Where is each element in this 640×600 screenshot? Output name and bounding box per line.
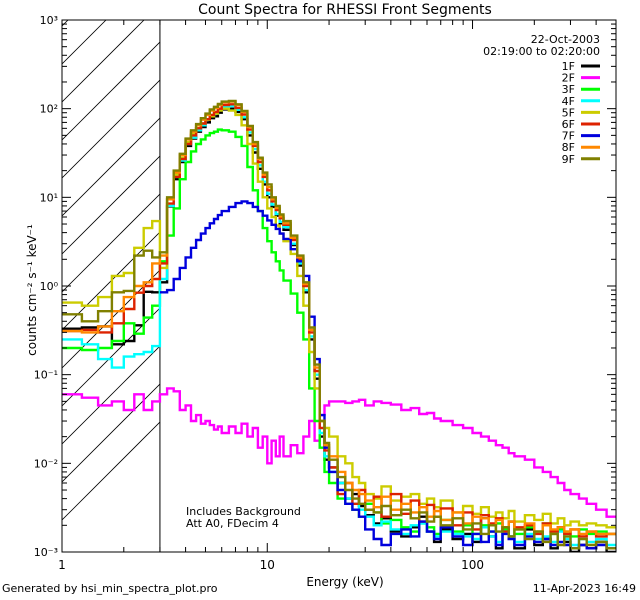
x-tick-label: 1 bbox=[58, 558, 66, 572]
hatch-line bbox=[62, 117, 161, 217]
legend-label-5F: 5F bbox=[562, 106, 575, 119]
series-1F-line bbox=[62, 107, 616, 552]
y-tick-label: 10¹ bbox=[40, 191, 58, 204]
hatch-line bbox=[62, 193, 161, 293]
y-tick-label: 10⁻¹ bbox=[34, 369, 58, 382]
hatch-line bbox=[62, 421, 161, 521]
x-tick-label: 10 bbox=[260, 558, 275, 572]
y-tick-label: 10⁻² bbox=[34, 457, 58, 470]
hatch-line bbox=[62, 20, 145, 103]
series-2F-line bbox=[62, 387, 616, 518]
y-tick-label: 10⁻³ bbox=[34, 546, 58, 559]
legend-label-7F: 7F bbox=[562, 130, 575, 143]
legend-label-4F: 4F bbox=[562, 95, 575, 108]
x-axis-label: Energy (keV) bbox=[306, 575, 383, 589]
y-axis-label: counts cm⁻² s⁻¹ keV⁻¹ bbox=[25, 224, 39, 356]
hatch-line bbox=[62, 345, 161, 445]
annotation-background: Includes Background bbox=[186, 505, 301, 518]
hatch-line bbox=[62, 20, 69, 27]
hatch-line bbox=[62, 20, 107, 65]
y-tick-label: 10² bbox=[40, 103, 58, 116]
x-tick-label: 100 bbox=[461, 558, 484, 572]
y-tick-label: 10³ bbox=[40, 14, 58, 27]
hatch-line bbox=[62, 41, 161, 141]
series-layer bbox=[62, 99, 616, 552]
generated-by-text: Generated by hsi_min_spectra_plot.pro bbox=[2, 582, 218, 595]
legend-label-6F: 6F bbox=[562, 118, 575, 131]
date-label: 22-Oct-2003 bbox=[531, 33, 600, 46]
legend-label-8F: 8F bbox=[562, 141, 575, 154]
y-tick-label: 10⁰ bbox=[40, 280, 59, 293]
legend-label-1F: 1F bbox=[562, 60, 575, 73]
annotation-attenuator: Att A0, FDecim 4 bbox=[186, 517, 279, 530]
series-7F-line bbox=[159, 200, 616, 550]
hatch-line bbox=[62, 79, 161, 179]
chart-title: Count Spectra for RHESSI Front Segments bbox=[198, 2, 492, 18]
legend-label-2F: 2F bbox=[562, 72, 575, 85]
axes: 1 10 100 10⁻³ 10⁻² 10⁻¹ 10⁰ 10¹ 10² 10³ bbox=[34, 14, 617, 572]
series-3F-line bbox=[62, 128, 616, 538]
timestamp-text: 11-Apr-2023 16:49 bbox=[532, 582, 636, 595]
legend-label-9F: 9F bbox=[562, 153, 575, 166]
legend-label-3F: 3F bbox=[562, 83, 575, 96]
hatched-region bbox=[62, 20, 161, 521]
time-range-label: 02:19:00 to 02:20:00 bbox=[483, 45, 600, 58]
hatch-line bbox=[62, 155, 161, 255]
hatch-line bbox=[62, 383, 161, 483]
series-4F-line bbox=[62, 104, 616, 547]
series-9F-line bbox=[62, 99, 616, 550]
